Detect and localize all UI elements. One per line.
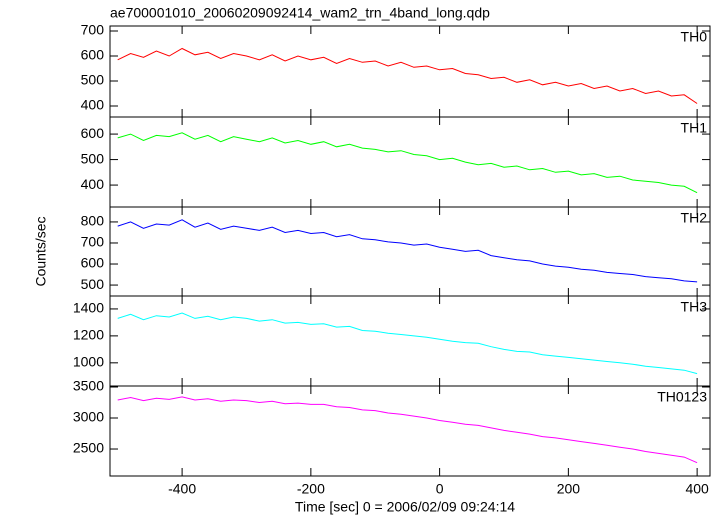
- legend-label: TH0: [681, 29, 708, 45]
- series-line: [117, 219, 698, 283]
- series-line: [117, 47, 698, 104]
- y-tick-label: 2500: [73, 440, 104, 456]
- y-tick-label: 700: [81, 22, 105, 38]
- y-tick-label: 800: [81, 213, 105, 229]
- y-tick-label: 1200: [73, 327, 104, 343]
- panel-frame: [109, 25, 711, 118]
- panel-frame: [109, 206, 711, 297]
- y-tick-label: 600: [81, 47, 105, 63]
- y-tick-label: 500: [81, 276, 105, 292]
- x-tick-label: 200: [557, 481, 581, 497]
- y-tick-label: 400: [81, 176, 105, 192]
- legend-label: TH2: [681, 210, 708, 226]
- y-tick-label: 700: [81, 234, 105, 250]
- y-tick-label: 600: [81, 255, 105, 271]
- y-tick-label: 400: [81, 97, 105, 113]
- x-tick-label: -200: [297, 481, 325, 497]
- series-line: [117, 132, 698, 194]
- series-line: [117, 312, 698, 375]
- y-tick-label: 500: [81, 150, 105, 166]
- legend-label: TH1: [681, 120, 708, 136]
- y-tick-label: 500: [81, 72, 105, 88]
- chart-title: ae700001010_20060209092414_wam2_trn_4ban…: [110, 5, 490, 21]
- x-tick-label: 400: [685, 481, 709, 497]
- y-tick-label: 1000: [73, 354, 104, 370]
- y-axis-label: Counts/sec: [33, 216, 49, 286]
- x-axis-label: Time [sec] 0 = 2006/02/09 09:24:14: [295, 499, 515, 515]
- x-tick-label: -400: [168, 481, 196, 497]
- x-tick-label: 0: [436, 481, 444, 497]
- legend-label: TH0123: [657, 389, 707, 405]
- legend-label: TH3: [681, 299, 708, 315]
- panel-frame: [109, 385, 711, 477]
- panel-frame: [109, 295, 711, 387]
- y-tick-label: 600: [81, 125, 105, 141]
- y-tick-label: 3500: [73, 378, 104, 394]
- y-tick-label: 1400: [73, 300, 104, 316]
- series-line: [117, 396, 698, 464]
- y-tick-label: 3000: [73, 409, 104, 425]
- panel-frame: [109, 116, 711, 208]
